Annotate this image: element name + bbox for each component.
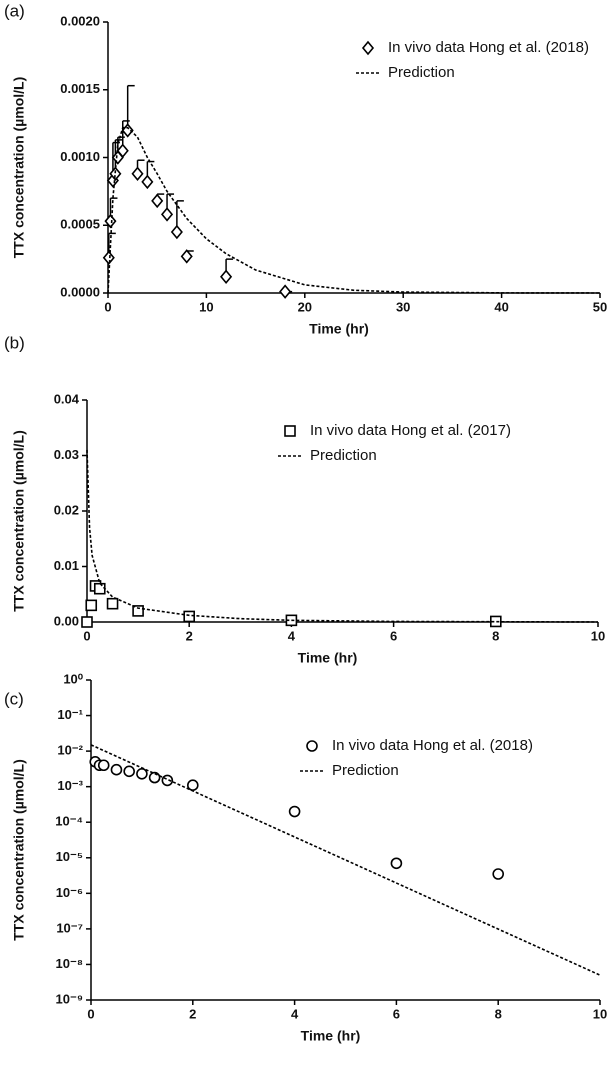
error-bar [126,84,135,131]
diamond-marker [102,250,115,266]
y-tick-label: 0.04 [54,391,80,406]
x-tick-label: 10 [199,299,213,314]
x-tick-label: 2 [189,1006,196,1021]
y-tick-label: 0.0020 [60,13,100,28]
y-tick-label: 0.0015 [60,81,100,96]
prediction-line [86,449,599,623]
x-tick-label: 20 [298,299,312,314]
y-tick-label: 10⁻² [57,743,83,758]
y-tick-label: 10⁻³ [57,778,83,793]
circle-marker [123,765,135,778]
circle-marker [288,805,301,818]
x-tick-label: 40 [494,299,508,314]
y-tick-label: 0.0005 [60,217,100,232]
x-tick-label: 10 [593,1006,607,1021]
x-axis-title: Time (hr) [298,650,358,666]
legend-marker [361,40,375,56]
x-tick-label: 10 [591,628,605,643]
square-marker [183,610,195,623]
diamond-marker [220,269,233,284]
legend-label: In vivo data Hong et al. (2018) [388,39,589,56]
x-axis-title: Time (hr) [309,321,369,337]
circle-marker [492,868,505,880]
diamond-marker [279,284,292,299]
y-tick-label: 0.0010 [60,149,100,164]
y-tick-label: 0.0000 [60,284,100,299]
square-marker [85,599,98,612]
circle-marker [390,857,403,870]
legend-label: In vivo data Hong et al. (2018) [332,737,533,754]
x-tick-label: 6 [393,1006,400,1021]
x-tick-label: 0 [83,628,90,643]
legend-label: In vivo data Hong et al. (2017) [310,422,511,439]
x-tick-label: 8 [492,628,499,643]
y-tick-label: 10⁻⁷ [56,920,83,935]
y-tick-label: 0.01 [54,558,79,573]
y-tick-label: 0.00 [54,613,79,628]
y-tick-label: 10⁻⁵ [56,849,83,864]
panel-label: (c) [4,689,24,708]
y-axis-title: TTX concentration (µmol/L) [11,759,27,941]
square-marker [93,582,106,595]
diamond-marker [109,166,122,182]
diamond-marker [160,207,174,222]
x-tick-label: 50 [593,299,607,314]
panel-label: (a) [4,1,25,20]
circle-marker [136,768,148,780]
y-tick-label: 0.03 [54,447,79,462]
x-tick-label: 4 [291,1006,299,1021]
diamond-marker [180,249,193,264]
prediction-line [107,126,601,294]
x-tick-label: 0 [104,299,111,314]
y-tick-label: 10⁻¹ [57,707,83,722]
x-tick-label: 2 [186,628,193,643]
y-tick-label: 10⁰ [63,671,83,686]
y-tick-label: 10⁻⁹ [56,991,84,1006]
diamond-marker [104,213,117,229]
y-tick-label: 10⁻⁸ [56,956,83,971]
square-marker [132,605,144,617]
x-tick-label: 30 [396,299,410,314]
square-marker [81,616,93,628]
x-tick-label: 8 [495,1006,502,1021]
square-marker [106,597,119,610]
x-tick-label: 6 [390,628,397,643]
legend-label: Prediction [388,64,455,81]
y-axis-title: TTX concentration (µmol/L) [11,430,27,612]
circle-marker [110,763,123,776]
diamond-marker [116,143,129,158]
legend-label: Prediction [310,447,377,464]
y-axis-title: TTX concentration (µmol/L) [11,77,27,259]
y-tick-label: 10⁻⁶ [56,885,83,900]
y-tick-label: 10⁻⁴ [55,814,83,829]
x-tick-label: 0 [87,1006,94,1021]
diamond-marker [151,193,164,209]
circle-marker [97,759,110,772]
x-tick-label: 4 [288,628,296,643]
legend-marker [306,740,318,752]
y-tick-label: 0.02 [54,502,79,517]
x-axis-title: Time (hr) [301,1028,361,1044]
diamond-marker [170,224,183,240]
square-marker [489,615,502,628]
legend-marker [284,425,296,437]
diamond-marker [141,174,154,190]
panel-label: (b) [4,333,25,352]
legend-label: Prediction [332,762,399,779]
prediction-line [90,744,601,976]
diamond-marker [131,166,144,182]
